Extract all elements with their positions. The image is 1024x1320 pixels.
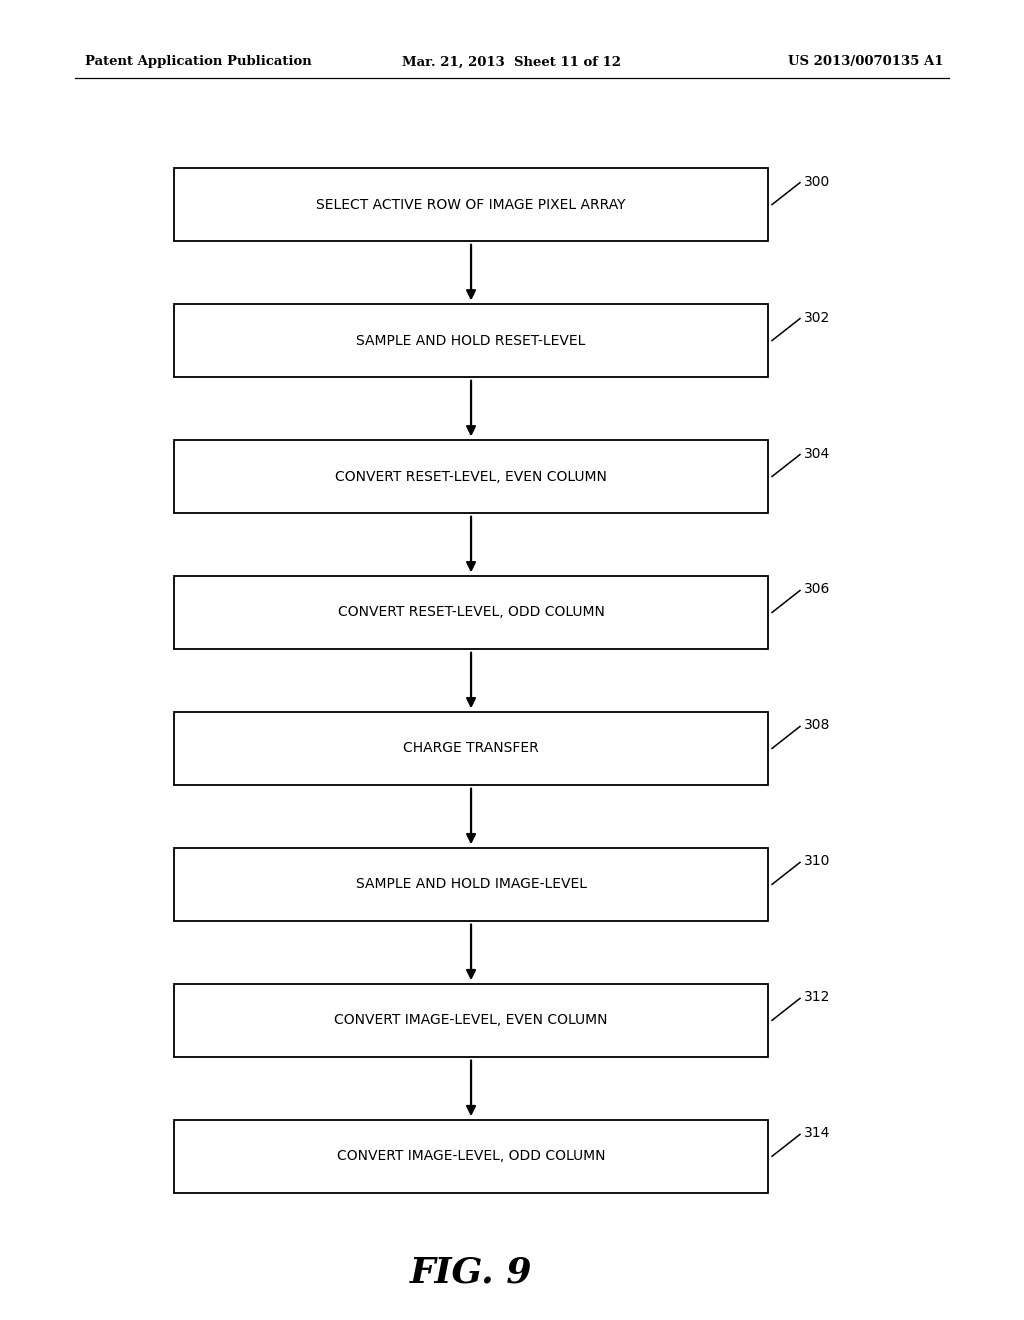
Text: 306: 306 (804, 582, 830, 597)
Text: Patent Application Publication: Patent Application Publication (85, 55, 311, 69)
Text: 310: 310 (804, 854, 830, 869)
Text: SELECT ACTIVE ROW OF IMAGE PIXEL ARRAY: SELECT ACTIVE ROW OF IMAGE PIXEL ARRAY (316, 198, 626, 211)
Text: SAMPLE AND HOLD RESET-LEVEL: SAMPLE AND HOLD RESET-LEVEL (356, 334, 586, 347)
Bar (174, 849, 768, 921)
Text: 312: 312 (804, 990, 830, 1005)
Bar (174, 713, 768, 784)
Text: US 2013/0070135 A1: US 2013/0070135 A1 (788, 55, 944, 69)
Bar (174, 305, 768, 378)
Text: CONVERT IMAGE-LEVEL, EVEN COLUMN: CONVERT IMAGE-LEVEL, EVEN COLUMN (334, 1014, 608, 1027)
Text: 300: 300 (804, 174, 830, 189)
Text: 304: 304 (804, 446, 830, 461)
Text: Mar. 21, 2013  Sheet 11 of 12: Mar. 21, 2013 Sheet 11 of 12 (402, 55, 622, 69)
Text: 314: 314 (804, 1126, 830, 1140)
Text: SAMPLE AND HOLD IMAGE-LEVEL: SAMPLE AND HOLD IMAGE-LEVEL (355, 878, 587, 891)
Text: CONVERT RESET-LEVEL, EVEN COLUMN: CONVERT RESET-LEVEL, EVEN COLUMN (335, 470, 607, 483)
Bar (174, 576, 768, 648)
Text: CONVERT RESET-LEVEL, ODD COLUMN: CONVERT RESET-LEVEL, ODD COLUMN (338, 606, 604, 619)
Text: CHARGE TRANSFER: CHARGE TRANSFER (403, 742, 539, 755)
Text: CONVERT IMAGE-LEVEL, ODD COLUMN: CONVERT IMAGE-LEVEL, ODD COLUMN (337, 1150, 605, 1163)
Bar (174, 1119, 768, 1193)
Text: FIG. 9: FIG. 9 (410, 1255, 532, 1290)
Text: 302: 302 (804, 310, 830, 325)
Bar (174, 985, 768, 1056)
Bar (174, 441, 768, 513)
Bar (174, 169, 768, 242)
Text: 308: 308 (804, 718, 830, 733)
